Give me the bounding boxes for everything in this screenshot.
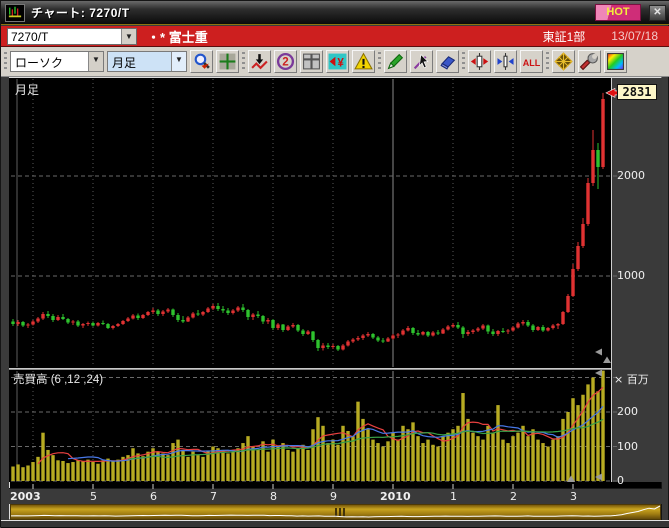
pattern-button[interactable] [552,50,575,73]
save-chart-icon [251,54,268,70]
bar-shrink-button[interactable] [494,50,517,73]
last-price-callout: 2831 [617,84,657,100]
chevron-down-icon[interactable]: ▼ [121,28,136,44]
price-pane[interactable] [9,78,611,368]
hot-button[interactable]: HOT [595,4,641,21]
market-label: 東証1部 [542,29,586,44]
toolbar-grip[interactable] [462,51,465,72]
close-button[interactable]: ✕ [649,4,666,21]
volume-pane-label: 売買高 (6 ,12 ,24) [13,374,104,386]
period-combobox[interactable]: 月足 ▼ [107,51,187,72]
chevron-down-icon[interactable]: ▼ [88,52,103,71]
navigator-scrollbar[interactable] [10,504,661,520]
symbol-bar: 7270/T ▼ ・* 富士重 東証1部 13/07/18 [1,26,669,47]
palette-button[interactable] [604,50,627,73]
period-value: 月足 [108,52,171,71]
date-label: 13/07/18 [611,29,658,43]
pencil-icon [387,53,404,70]
toolbar-icon-groups: 2 ¥ ALL [190,50,627,73]
alert-icon [354,52,373,70]
zoom-button[interactable] [190,50,213,73]
trend-grid-icon [219,53,236,70]
price-pane-label: 月足 [15,83,40,97]
wrench-button[interactable] [578,50,601,73]
chart-type-value: ローソク [15,56,64,70]
bar-shrink-icon [497,53,514,70]
trend-grid-button[interactable] [216,50,239,73]
window-title: チャート: 7270/T [31,6,130,20]
compare-chart-button[interactable]: 2 [274,50,297,73]
symbol-combobox[interactable]: 7270/T ▼ [7,27,137,45]
bar-expand-button[interactable] [468,50,491,73]
toolbar-grip[interactable] [4,51,7,72]
x-axis-strip [9,488,662,504]
price-flag-icon: ¥ [328,53,347,70]
symbol-marker: ・* [147,29,166,45]
alert-button[interactable] [352,50,375,73]
save-chart-button[interactable] [248,50,271,73]
pencil-button[interactable] [384,50,407,73]
app-chart-icon [5,3,25,22]
toolbar-grip[interactable] [378,51,381,72]
show-all-label: ALL [522,58,541,68]
scrollbar-grip[interactable] [335,508,348,517]
toolbar: ローソク ▼ 月足 ▼ 2 ¥ ALL [1,47,669,77]
right-axis-panel [611,78,662,482]
chart-type-combobox[interactable]: ローソク ▼ [10,51,104,72]
eraser-button[interactable] [436,50,459,73]
symbol-name: 富士重 [168,29,208,45]
svg-text:¥: ¥ [337,56,344,69]
svg-text:2: 2 [282,56,288,69]
multi-window-icon [303,53,320,70]
show-all-button[interactable]: ALL [520,50,543,73]
cursor-icon [413,53,429,70]
chevron-down-icon[interactable]: ▼ [171,52,186,71]
bar-expand-icon [470,53,489,70]
window-titlebar: チャート: 7270/T HOT ✕ [1,1,669,25]
compare-chart-icon: 2 [276,52,295,71]
wrench-icon [580,53,598,71]
pattern-icon [554,52,573,71]
pane-separator[interactable] [9,368,611,370]
symbol-value: 7270/T [11,29,49,44]
multi-window-button[interactable] [300,50,323,73]
toolbar-grip[interactable] [546,51,549,72]
zoom-icon [194,53,210,69]
eraser-icon [440,56,456,70]
palette-icon [607,53,624,70]
toolbar-grip[interactable] [242,51,245,72]
price-flag-button[interactable]: ¥ [326,50,349,73]
cursor-button[interactable] [410,50,433,73]
